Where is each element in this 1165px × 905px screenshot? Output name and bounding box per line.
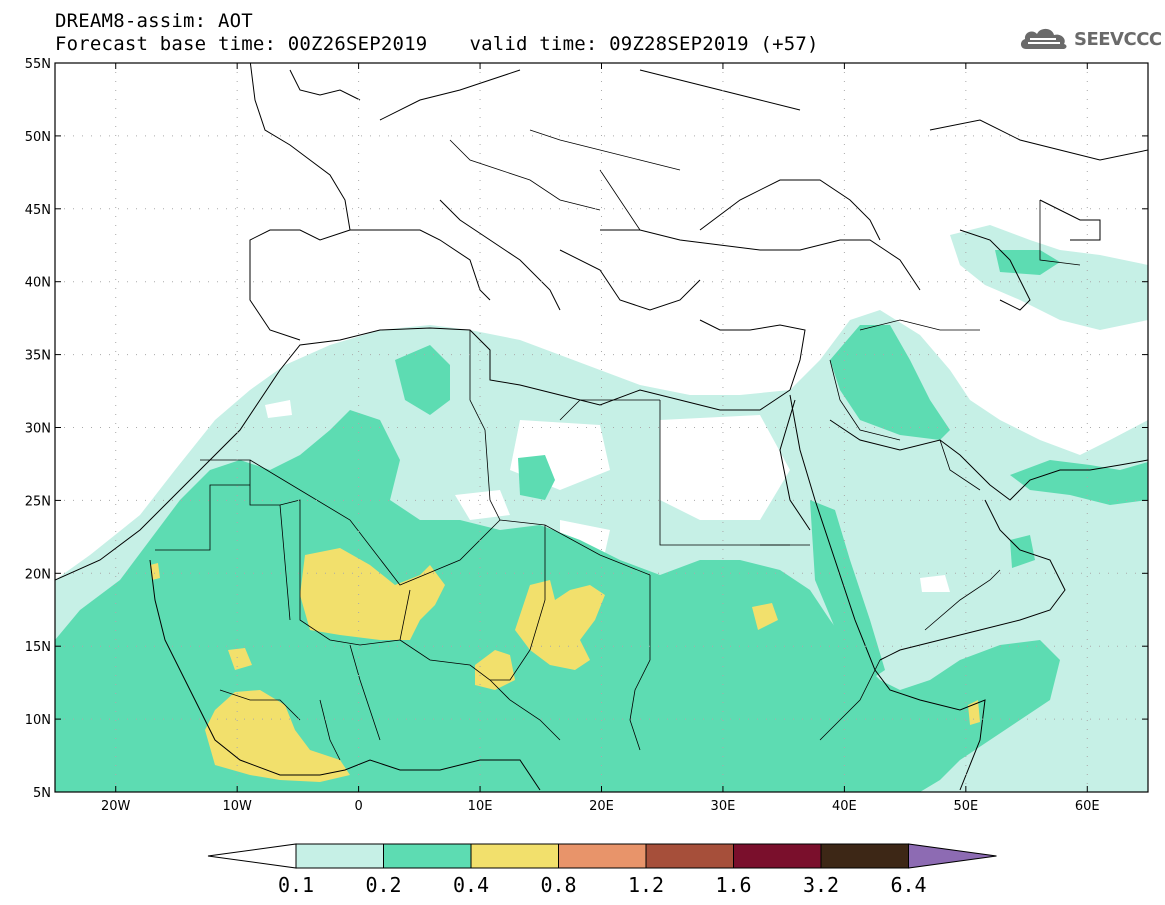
- lon-tick-label: 10E: [468, 799, 493, 814]
- colorbar-label: 1.6: [715, 873, 752, 897]
- lon-tick-label: 20E: [589, 799, 614, 814]
- country-borders: [155, 129, 1081, 761]
- colorbar-label: 3.2: [802, 873, 840, 897]
- lat-tick-label: 35N: [25, 349, 51, 364]
- lat-tick-label: 30N: [25, 422, 51, 437]
- lat-tick-label: 15N: [25, 640, 51, 655]
- clear-area-egypt: [660, 415, 790, 520]
- aot-band-0-4-sudan: [752, 603, 778, 630]
- colorbar-swatch: [908, 843, 997, 869]
- colorbar-swatch: [383, 843, 472, 869]
- lat-tick-label: 40N: [25, 276, 51, 291]
- valid-time: valid time: 09Z28SEP2019 (+57): [469, 33, 819, 55]
- lon-tick-label: 0: [354, 799, 362, 814]
- seevccc-logo: SEEVCCC: [1018, 24, 1162, 54]
- colorbar-swatch: [645, 843, 734, 869]
- colorbar-swatch: [295, 843, 384, 869]
- map-times: Forecast base time: 00Z26SEP2019 valid ti…: [55, 33, 819, 55]
- aot-band-0-2-algeria: [395, 345, 450, 415]
- lat-tick-label: 45N: [25, 203, 51, 218]
- lon-tick-label: 30E: [711, 799, 736, 814]
- aot-band-0-4-somalia: [968, 700, 980, 725]
- clear-area-morocco: [265, 400, 292, 418]
- aot-band-0-2-oman: [1010, 535, 1035, 568]
- clear-area-arabia: [920, 575, 950, 592]
- colorbar-swatch: [470, 843, 559, 869]
- lon-tick-label: 60E: [1075, 799, 1100, 814]
- colorbar-label: 1.2: [627, 873, 665, 897]
- lat-tick-label: 5N: [33, 786, 51, 801]
- aot-field: [55, 225, 1148, 792]
- coastlines: [55, 63, 1148, 791]
- logo-text: SEEVCCC: [1074, 28, 1162, 50]
- lon-axis: 20W 10W 0 10E 20E 30E 40E 50E 60E: [101, 63, 1100, 814]
- colorbar: [207, 843, 997, 869]
- base-time: Forecast base time: 00Z26SEP2019: [55, 33, 428, 55]
- colorbar-swatch: [733, 843, 822, 869]
- aot-band-0-2-gulf: [1010, 460, 1148, 505]
- aot-band-0-4-guinea: [205, 690, 350, 782]
- aot-band-0-2-redsea: [810, 500, 885, 680]
- aot-band-0-4-chad: [515, 580, 605, 670]
- lat-tick-label: 55N: [25, 57, 51, 72]
- lon-tick-label: 40E: [832, 799, 857, 814]
- lat-tick-label: 20N: [25, 567, 51, 582]
- lat-tick-label: 10N: [25, 713, 51, 728]
- lat-tick-label: 25N: [25, 494, 51, 509]
- aot-band-0-2-iraq: [830, 325, 950, 440]
- lat-axis: 55N 50N 45N 40N 35N 30N 25N 20N 15N 10N 5N: [25, 57, 1148, 801]
- aot-band-0-2-libya: [518, 455, 555, 500]
- colorbar-label: 0.1: [277, 873, 315, 897]
- aot-band-0-4-senegal: [150, 563, 160, 580]
- aot-band-0-4-sahara: [300, 548, 445, 640]
- lon-tick-label: 10W: [222, 799, 252, 814]
- colorbar-swatch: [207, 843, 297, 869]
- lon-tick-label: 50E: [953, 799, 978, 814]
- aot-band-0-4-mali: [228, 648, 252, 670]
- map-title: DREAM8-assim: AOT: [55, 10, 253, 32]
- lat-tick-label: 50N: [25, 130, 51, 145]
- aot-band-0-2-caspian: [995, 250, 1060, 275]
- cloud-logo-icon: [1020, 28, 1067, 49]
- colorbar-label: 0.8: [540, 873, 577, 897]
- colorbar-swatch: [820, 843, 909, 869]
- colorbar-label: 0.4: [452, 873, 490, 897]
- colorbar-label: 0.2: [365, 873, 402, 897]
- aot-band-0-1-caspian: [950, 225, 1148, 330]
- colorbar-swatch: [558, 843, 647, 869]
- colorbar-label: 6.4: [890, 873, 927, 897]
- lon-tick-label: 20W: [101, 799, 131, 814]
